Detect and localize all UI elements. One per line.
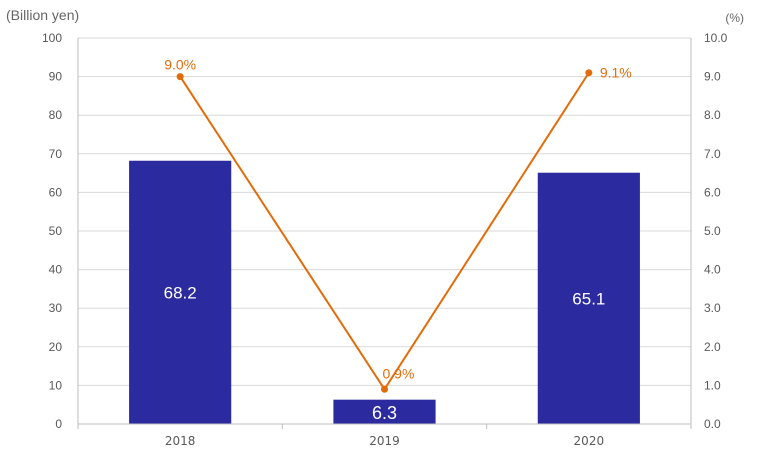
y-axis-unit-label: (Billion yen) [6,7,79,23]
line-data-label: 9.1% [600,65,632,81]
y2-tick-label: 1.0 [704,378,721,392]
y-tick-label: 30 [49,301,63,315]
y-tick-label: 10 [49,378,63,392]
y2-tick-label: 8.0 [704,108,721,122]
y2-tick-label: 4.0 [704,263,721,277]
y2-tick-label: 9.0 [704,70,721,84]
y2-tick-label: 10.0 [704,31,728,45]
y-tick-label: 100 [42,31,62,45]
bar-data-label: 6.3 [372,403,397,423]
y-tick-label: 90 [49,70,63,84]
y2-tick-label: 7.0 [704,147,721,161]
line-point [176,73,184,81]
y2-axis-unit-label: (%) [725,11,744,25]
y-tick-label: 40 [49,263,63,277]
axes: 0 10 20 30 40 50 60 70 80 90 100 0.0 1.0 2.0 3.0 4.0 5.0… [42,31,728,448]
line-point [381,385,388,393]
bar [333,399,436,424]
x-tick-label: 2019 [369,434,400,448]
y2-tick-label: 3.0 [704,301,721,315]
bar-data-label: 65.1 [572,289,605,308]
line-series [176,69,593,393]
line-point [585,69,593,77]
x-tick-label: 2020 [574,434,605,448]
labels: 68.2 6.3 65.1 9.0% 0.9% 9.1% [164,57,632,423]
y-tick-label: 70 [49,147,63,161]
x-tick-label: 2018 [165,434,196,448]
bar-data-label: 68.2 [164,283,197,302]
y-tick-label: 60 [49,185,63,199]
bar [537,172,640,424]
y-tick-label: 20 [49,340,63,354]
y-tick-label: 0 [55,417,62,431]
line-data-label: 9.0% [164,57,196,73]
bar [129,160,232,425]
y-tick-label: 80 [49,108,63,122]
line-data-label: 0.9% [383,365,415,381]
y2-tick-label: 0.0 [704,417,721,431]
y2-tick-label: 2.0 [704,340,721,354]
y2-tick-label: 6.0 [704,185,721,199]
y2-tick-label: 5.0 [704,224,721,238]
y-tick-label: 50 [49,224,63,238]
bar-series [129,160,640,425]
